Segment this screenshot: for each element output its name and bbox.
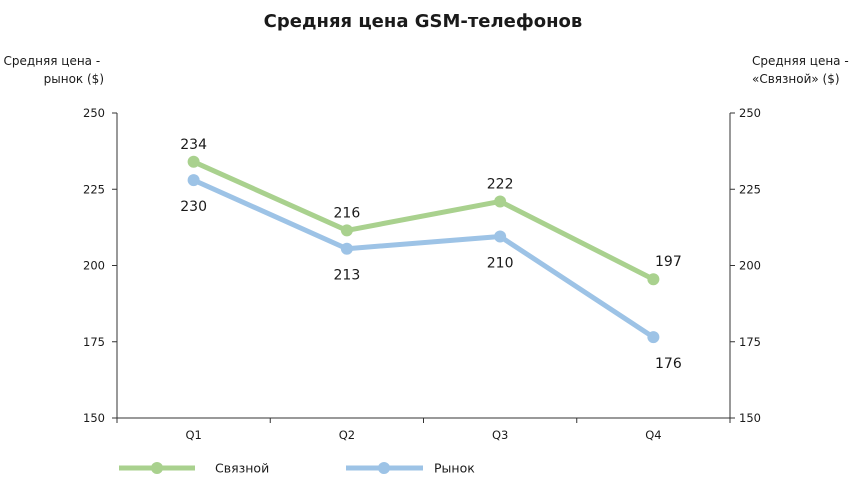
right-axis-title-line-1: Средняя цена - xyxy=(752,54,849,68)
series-svyaznoy xyxy=(187,155,660,286)
left-axis-title-line-1: Средняя цена - xyxy=(4,54,101,68)
data-label-svyaznoy: 197 xyxy=(655,254,682,270)
series-line-svyaznoy xyxy=(191,159,656,282)
data-point-rynok xyxy=(494,230,507,243)
left-axis-title-line-2: рынок ($) xyxy=(44,72,104,86)
legend-item-svyaznoy: Связной xyxy=(119,461,269,476)
x-category-label: Q3 xyxy=(492,428,508,442)
left-axis-title: Средняя цена - рынок ($) xyxy=(4,54,105,86)
series xyxy=(187,155,660,344)
right-y-tick-label: 250 xyxy=(739,106,761,120)
data-point-rynok xyxy=(647,331,660,344)
data-point-rynok xyxy=(340,242,353,255)
right-y-tick-label: 225 xyxy=(739,182,761,196)
x-category-label: Q1 xyxy=(185,428,201,442)
data-labels: 234 216 222 197 230 213 210 176 xyxy=(180,137,682,372)
chart-title: Средняя цена GSM-телефонов xyxy=(264,11,583,32)
left-y-tick-label: 175 xyxy=(83,335,105,349)
axes: 150 150 175 175 200 200 225 225 250 250 Q1 Q2 Q3 Q4 xyxy=(83,106,761,442)
x-category-label: Q4 xyxy=(645,428,661,442)
left-y-tick-label: 200 xyxy=(83,259,105,273)
series-rynok xyxy=(187,174,660,344)
data-label-svyaznoy: 234 xyxy=(180,137,207,153)
legend-item-rynok: Рынок xyxy=(346,461,475,476)
left-y-tick-label: 150 xyxy=(83,411,105,425)
data-point-svyaznoy xyxy=(494,195,507,208)
series-line-rynok xyxy=(191,177,656,340)
data-label-svyaznoy: 222 xyxy=(487,176,514,192)
right-axis-title: Средняя цена - «Связной» ($) xyxy=(752,54,853,86)
legend-label: Рынок xyxy=(434,461,475,476)
left-y-tick-label: 250 xyxy=(83,106,105,120)
data-point-svyaznoy xyxy=(340,224,353,237)
legend-label: Связной xyxy=(215,461,269,476)
data-label-rynok: 210 xyxy=(487,256,514,272)
right-y-tick-label: 200 xyxy=(739,259,761,273)
data-label-rynok: 176 xyxy=(655,356,682,372)
data-label-rynok: 213 xyxy=(334,268,361,284)
data-point-svyaznoy xyxy=(647,273,660,286)
data-label-rynok: 230 xyxy=(180,199,207,215)
data-point-svyaznoy xyxy=(187,155,200,168)
x-category-label: Q2 xyxy=(339,428,355,442)
left-y-tick-label: 225 xyxy=(83,182,105,196)
legend-swatch-marker xyxy=(378,462,390,474)
data-label-svyaznoy: 216 xyxy=(334,205,361,221)
right-y-tick-label: 175 xyxy=(739,335,761,349)
right-axis-title-line-2: «Связной» ($) xyxy=(752,72,840,86)
right-y-tick-label: 150 xyxy=(739,411,761,425)
legend: Связной Рынок xyxy=(119,461,475,476)
data-point-rynok xyxy=(187,174,200,187)
legend-swatch-marker xyxy=(151,462,163,474)
